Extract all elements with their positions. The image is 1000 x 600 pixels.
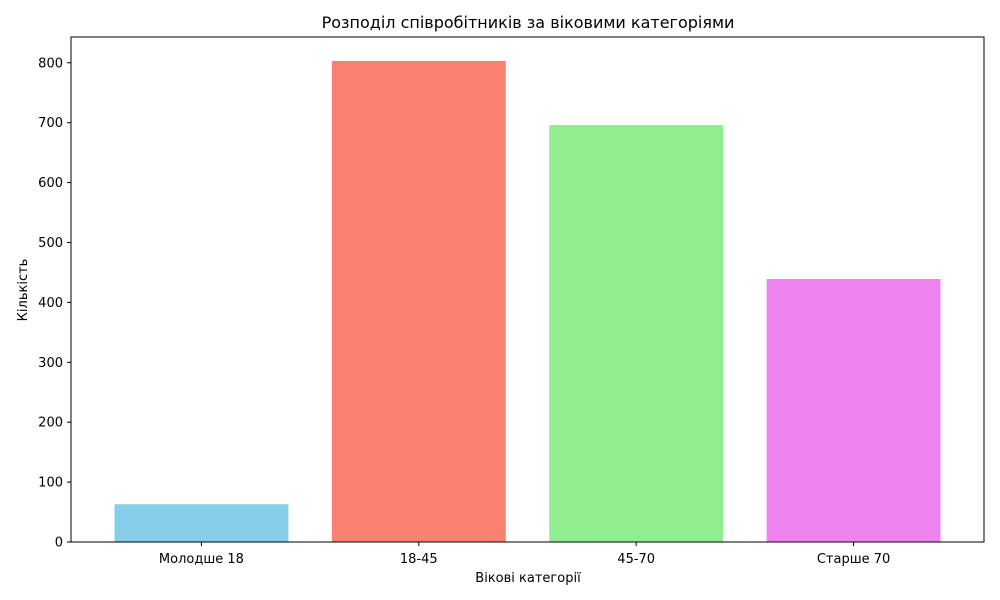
bar-1 [331,60,506,543]
y-tick-label: 600 [38,176,63,191]
y-tick-label: 300 [38,356,63,371]
bar-0 [114,504,289,542]
x-axis-label: Вікові категорії [475,571,581,586]
x-tick-label: 18-45 [400,552,438,567]
y-tick-label: 400 [38,296,63,311]
axes-frame [70,36,985,543]
y-tick-label: 200 [38,416,63,431]
plot-area: 0 100 200 300 400 500 600 700 800 Молодше 18 18-4… [38,36,985,567]
x-tick-label: Старше 70 [817,552,890,567]
y-tick-label: 500 [38,236,63,251]
y-tick-label: 0 [55,536,63,551]
y-axis-label: Кількість [16,259,31,322]
y-tick-label: 100 [38,476,63,491]
bar-2 [549,125,724,543]
y-axis-ticks: 0 100 200 300 400 500 600 700 800 [38,56,71,551]
bar-3 [766,279,941,542]
x-axis-ticks: Молодше 18 18-45 45-70 Старше 70 [159,542,890,567]
y-tick-label: 800 [38,56,63,71]
x-tick-label: 45-70 [617,552,655,567]
y-tick-label: 700 [38,116,63,131]
chart-title: Розподіл співробітників за віковими кате… [322,13,735,32]
bars-group [114,60,941,543]
x-tick-label: Молодше 18 [159,552,244,567]
